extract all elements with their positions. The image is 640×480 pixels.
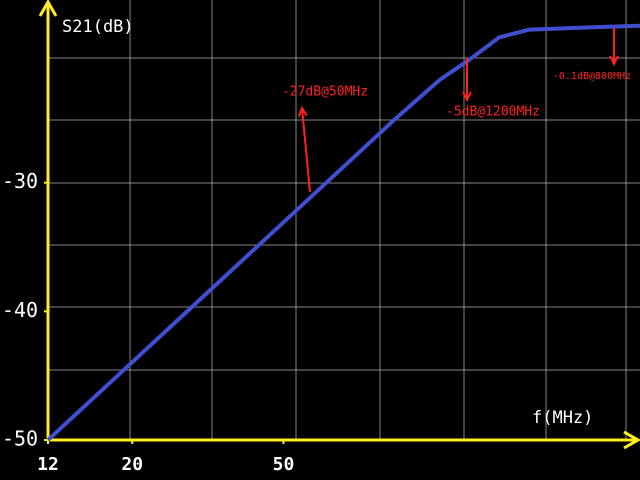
series-line xyxy=(46,23,640,442)
y-tick-label: -30 xyxy=(2,169,38,193)
annotation-arrowhead xyxy=(462,91,472,103)
annotation: -5dB@1200MHz xyxy=(446,105,540,120)
y-axis-arrow xyxy=(38,0,58,17)
x-tick-label: 50 xyxy=(273,454,295,475)
y-axis-label: S21(dB) xyxy=(62,17,134,37)
y-tick-label: -40 xyxy=(2,298,38,322)
y-tick-label: -50 xyxy=(2,427,38,451)
x-tick-label: 12 xyxy=(37,454,59,475)
x-axis-arrow xyxy=(623,430,640,450)
background-grid xyxy=(48,0,640,440)
x-tick-label: 20 xyxy=(121,454,143,475)
annotation: -0.1dB@800MHz xyxy=(553,71,631,82)
annotation: -27dB@50MHz xyxy=(282,85,368,100)
annotation-arrowhead xyxy=(609,55,619,67)
annotation-arrow xyxy=(301,107,311,193)
x-axis-label: f(MHz) xyxy=(532,408,593,428)
annotation-arrowhead xyxy=(297,105,308,117)
